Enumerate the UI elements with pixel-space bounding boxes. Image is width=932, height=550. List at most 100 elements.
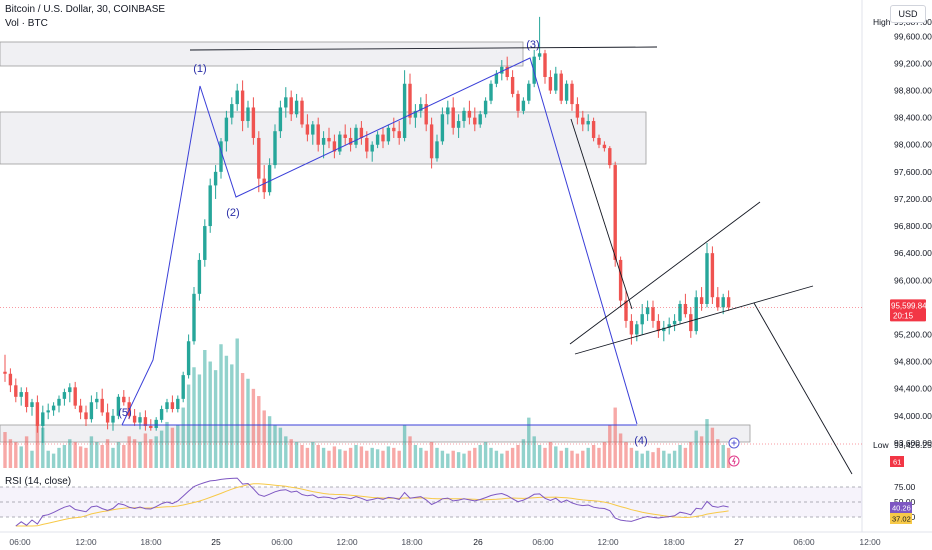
volume-bar	[176, 424, 180, 468]
candle-body	[473, 117, 477, 125]
volume-bar	[235, 338, 239, 468]
candle-body	[419, 104, 423, 111]
candle-body	[159, 409, 164, 420]
candle	[543, 49, 547, 84]
candle-body	[321, 137, 326, 145]
candle	[397, 121, 401, 145]
last-price-tag	[890, 299, 926, 322]
volume-bar	[451, 450, 455, 468]
time-tick-label: 06:00	[532, 537, 554, 547]
price-tick-label: 98,800.00	[894, 86, 932, 96]
candle	[591, 117, 596, 142]
volume-bar	[402, 424, 407, 468]
candle	[716, 287, 720, 311]
candle	[305, 114, 310, 142]
volume-bar	[100, 444, 104, 468]
candle	[176, 395, 180, 413]
candle	[705, 243, 709, 308]
wave-label: (4)	[634, 435, 647, 447]
volume-bar	[105, 439, 110, 468]
volume-bar	[591, 444, 596, 468]
candle	[710, 246, 715, 304]
candle-body	[262, 178, 266, 193]
candle-body	[694, 297, 698, 332]
volume-bar	[213, 370, 218, 468]
candle-body	[365, 137, 369, 152]
volume-bar	[51, 453, 56, 468]
volume-bar	[672, 450, 677, 468]
volume-bar	[359, 446, 364, 468]
volume-bar	[375, 449, 380, 468]
candle-body	[213, 171, 218, 186]
volume-bar	[370, 447, 374, 468]
volume-bar	[543, 447, 547, 468]
candle-body	[62, 392, 67, 399]
volume-bar	[397, 450, 401, 468]
volume-bar	[78, 446, 83, 468]
candle	[208, 178, 212, 233]
volume-bar	[240, 373, 245, 468]
volume-bar	[392, 447, 396, 468]
projection-line	[753, 302, 853, 475]
candle-body	[278, 107, 283, 132]
volume-bar	[284, 436, 288, 468]
candle-body	[19, 392, 23, 397]
candle-body	[143, 417, 148, 426]
volume-bar	[554, 446, 558, 468]
candle	[246, 100, 250, 128]
candle	[602, 141, 607, 152]
candle-body	[500, 66, 504, 74]
candle	[537, 16, 542, 61]
volume-bar	[635, 450, 639, 468]
candle-body	[359, 127, 364, 138]
candle-body	[240, 90, 245, 122]
volume-bar	[419, 447, 423, 468]
candle	[597, 134, 601, 149]
candle-body	[667, 324, 671, 328]
candle	[521, 97, 526, 115]
candle	[105, 403, 110, 430]
candle-body	[251, 107, 256, 138]
price-tick-label: 96,800.00	[894, 221, 932, 231]
volume-bar	[500, 453, 504, 468]
candle	[370, 141, 374, 162]
volume-bar	[181, 407, 185, 468]
candle-body	[559, 73, 563, 101]
candle-body	[446, 107, 450, 115]
candle	[278, 100, 283, 138]
candle	[424, 93, 428, 132]
volume-bar	[289, 439, 293, 468]
volume-bar	[586, 447, 590, 468]
symbol-title: Bitcoin / U.S. Dollar, 30, COINBASE	[5, 4, 166, 15]
candle-body	[705, 253, 709, 304]
candle	[62, 388, 67, 406]
candle	[46, 403, 50, 420]
volume-bar	[413, 444, 418, 468]
add-indicator-icon	[731, 440, 737, 446]
volume-bar	[159, 430, 164, 468]
candle	[662, 320, 666, 342]
candle-body	[726, 297, 731, 308]
candle	[608, 146, 612, 169]
candle-body	[300, 100, 304, 125]
volume-bar	[446, 453, 450, 468]
volume-bar	[300, 444, 304, 468]
candle	[181, 371, 185, 403]
candle-body	[316, 124, 320, 145]
volume-bar	[424, 450, 428, 468]
volume-bar	[537, 444, 542, 468]
candle-body	[672, 320, 677, 325]
wave-label: (3)	[526, 39, 539, 51]
candle-body	[570, 83, 574, 105]
volume-bar	[510, 447, 515, 468]
candle-body	[597, 137, 601, 145]
volume-bar	[694, 430, 698, 468]
candle	[143, 410, 148, 431]
currency-button[interactable]: USD	[890, 5, 926, 23]
candle-body	[370, 144, 374, 152]
candle	[548, 70, 553, 94]
candle-body	[635, 324, 639, 335]
candle	[3, 354, 7, 382]
